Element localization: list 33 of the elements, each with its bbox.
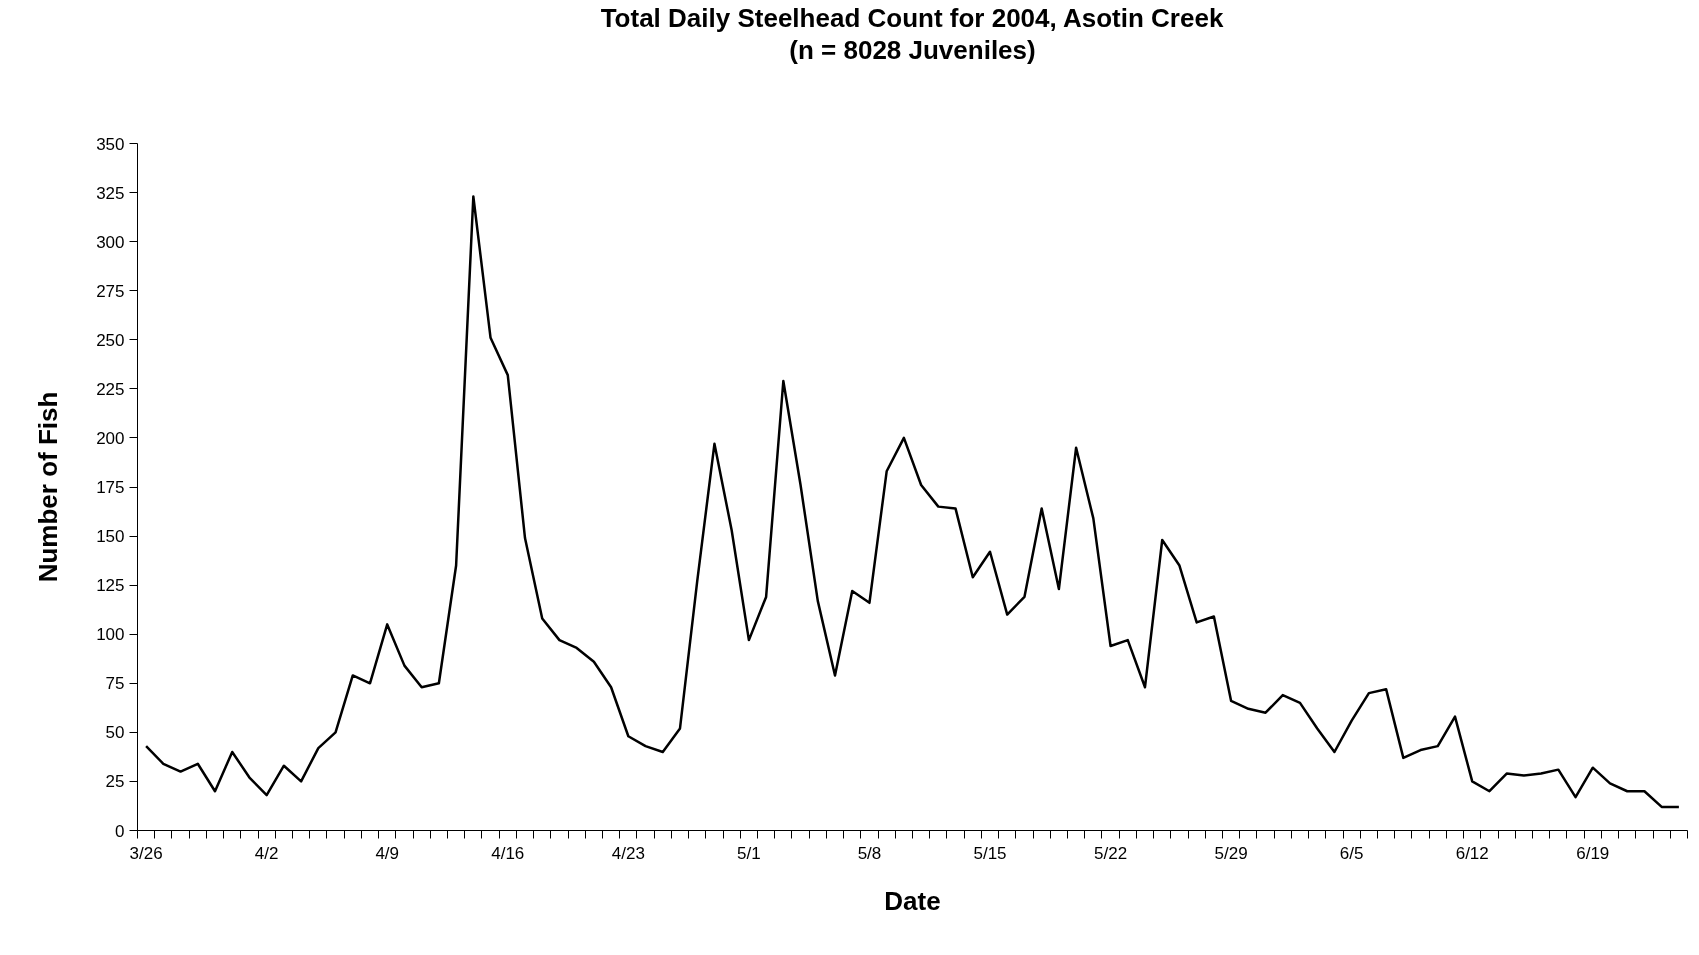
y-tick-label: 225: [96, 379, 125, 399]
x-tick-label: 4/16: [491, 843, 525, 863]
chart-subtitle: (n = 8028 Juveniles): [789, 34, 1036, 65]
x-tick-label: 4/9: [375, 843, 400, 863]
x-tick-label: 4/2: [254, 843, 279, 863]
y-tick-label: 150: [96, 527, 125, 547]
y-tick-label: 100: [96, 625, 125, 645]
y-tick-label: 25: [105, 772, 125, 792]
y-tick-label: 0: [115, 821, 125, 841]
y-axis-title: Number of Fish: [33, 391, 64, 583]
y-tick-label: 175: [96, 478, 125, 497]
x-tick-label: 5/8: [857, 843, 882, 863]
y-tick-label: 300: [96, 232, 125, 252]
line-series: [144, 195, 1681, 809]
y-tick-label: 350: [96, 134, 125, 154]
x-tick-label: 6/12: [1455, 843, 1489, 863]
x-tick-label: 5/29: [1214, 843, 1248, 863]
y-tick-label: 250: [96, 330, 125, 350]
x-tick-label: 3/26: [129, 843, 163, 863]
y-tick-label: 125: [96, 576, 125, 596]
x-tick-label: 5/15: [973, 843, 1007, 863]
x-tick-label: 4/23: [611, 843, 645, 863]
x-tick-label: 6/19: [1576, 843, 1610, 863]
y-tick-label: 75: [105, 674, 125, 694]
y-tick-label: 325: [96, 183, 125, 203]
x-tick-label: 5/22: [1094, 843, 1128, 863]
x-axis-title: Date: [884, 885, 941, 916]
y-tick-label: 50: [105, 723, 125, 743]
y-tick-label: 275: [96, 281, 125, 301]
y-tick-label: 200: [96, 428, 125, 448]
chart-title: Total Daily Steelhead Count for 2004, Asotin Creek: [600, 2, 1224, 33]
x-tick-label: 6/5: [1339, 843, 1364, 863]
x-tick-label: 5/1: [737, 843, 761, 863]
